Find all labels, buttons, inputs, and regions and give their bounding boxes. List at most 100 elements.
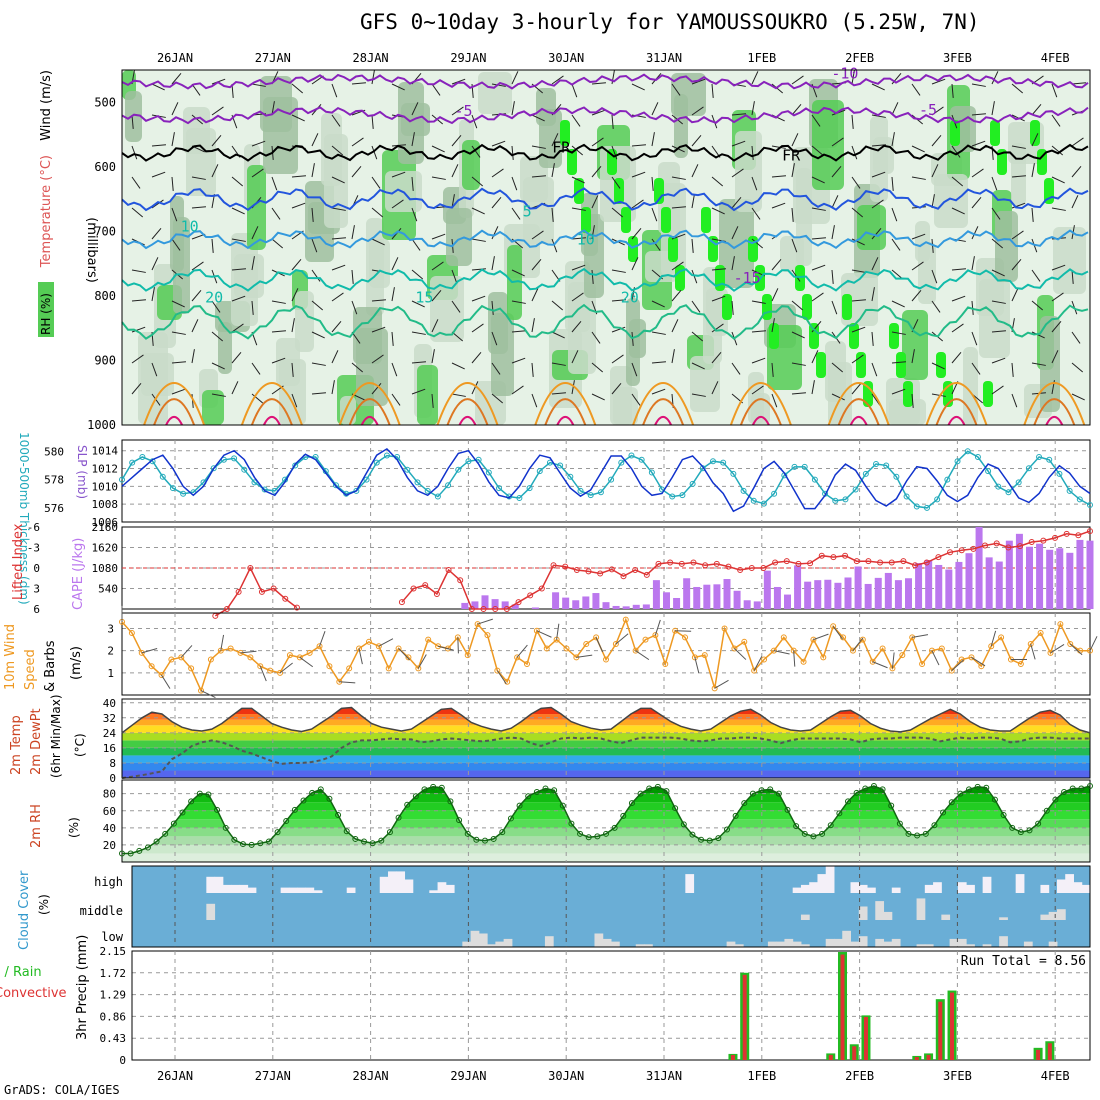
precip-conv-bar [852,1046,857,1060]
cloud-mid-gap [1040,914,1050,920]
cloud-low-gap [611,941,620,947]
wind-barb [631,257,639,271]
thickness-point [169,485,176,492]
wind-barb [1051,320,1062,333]
cloud-mid-gap [999,917,1008,920]
thickness-point [689,480,696,487]
lifted-index-point [877,559,884,566]
wind-barb [631,83,645,91]
wind-barb [631,171,646,178]
cape-bar [683,578,691,609]
thickness-point [791,463,798,470]
wind-barb [891,207,898,222]
wind-barb [371,326,386,333]
wind-barb [271,357,286,364]
cloud-low-gap [776,941,785,947]
wind10-barb [398,648,411,661]
precip-conv-bar [950,992,955,1060]
wind10-barb [279,662,293,674]
cloud-high-gap [222,884,232,893]
lifted-index-point [258,588,265,595]
pressure-tick-label: 800 [94,289,116,303]
wind10-speed-point [188,665,195,672]
wind-barb [511,300,526,304]
cape-bar [854,566,862,609]
wind10-barb [595,637,604,653]
rh-point [724,826,730,833]
rh-point [853,789,860,796]
cloud-low-gap [957,938,967,947]
wind-barb [651,300,665,308]
wind10-barb [299,656,314,668]
rh-patch [263,97,298,174]
wind-barb [911,261,924,271]
wind-barb [211,134,222,147]
pressure-tick-label: 700 [94,224,116,238]
isotherm-35 [556,415,575,426]
wind-barb [1071,195,1079,209]
wind-barb [951,83,954,98]
wind10-speed-point [257,663,264,670]
wind10-speed-point [207,656,214,663]
wind-barb [251,140,266,147]
wind-barb [491,226,499,240]
rh-patch [202,390,224,425]
li-axis-label: Lifted Index [11,523,26,600]
wind-barb [231,238,246,242]
cape-bar [723,579,731,609]
isotherm-freezing [121,143,1089,162]
rh-patch [173,217,190,314]
lifted-index-point [422,582,429,589]
wind-barb [931,134,942,147]
wind-barb [191,114,204,125]
wind-barb [1011,83,1024,94]
isotherm-label: -5 [454,102,472,120]
wind-barb [851,176,861,189]
thickness-point [445,482,452,489]
wind-barb [411,238,421,251]
wind-barb [431,233,446,240]
wind-barb [511,207,521,220]
rh-point [914,832,921,839]
cape-bar [1066,552,1074,609]
wind-barb [331,114,341,127]
rh-band [122,853,1090,862]
wind-barb [871,287,875,302]
wind-barb [711,207,725,215]
thickness-point [363,476,370,483]
lifted-index-point [632,567,639,574]
wind10-speed-point [1037,629,1044,636]
cloud-high-gap [231,884,240,893]
rh-patch-bright [675,265,685,291]
wind-barb [1011,288,1019,302]
wind-barb [131,114,134,129]
wind-barb [451,164,459,178]
cloud-low-gap [891,938,901,947]
wind-barb [1051,350,1059,364]
wind-barb [471,295,486,302]
wind10-speed-point [899,652,906,659]
wind-barb [831,195,839,209]
li-tick-label: 0 [33,562,40,575]
cape-bar [562,597,570,609]
li-tick-label: 6 [33,603,40,616]
wind10-speed-point [356,645,363,652]
rh-point [568,820,575,827]
wind-barb [551,362,566,366]
thickness-point [801,463,808,470]
wind-barb [631,331,634,346]
cloud-low-gap [949,938,959,947]
thickness-point [496,485,503,492]
wind-barb [911,349,915,364]
wind-barb [751,101,755,116]
rh-point [1035,820,1042,827]
rh-point [170,820,177,827]
wind10-barb [477,618,493,625]
thickness-point [842,496,849,503]
rh-point [369,840,376,847]
wind-barb [871,114,886,118]
wind-barb [971,226,979,240]
rh-patch [417,365,438,425]
rh-patch [934,174,968,228]
wind-barb [231,207,245,215]
